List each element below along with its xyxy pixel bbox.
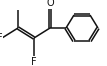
Text: O: O bbox=[46, 0, 54, 8]
Text: F: F bbox=[0, 33, 3, 43]
Text: F: F bbox=[31, 57, 37, 66]
